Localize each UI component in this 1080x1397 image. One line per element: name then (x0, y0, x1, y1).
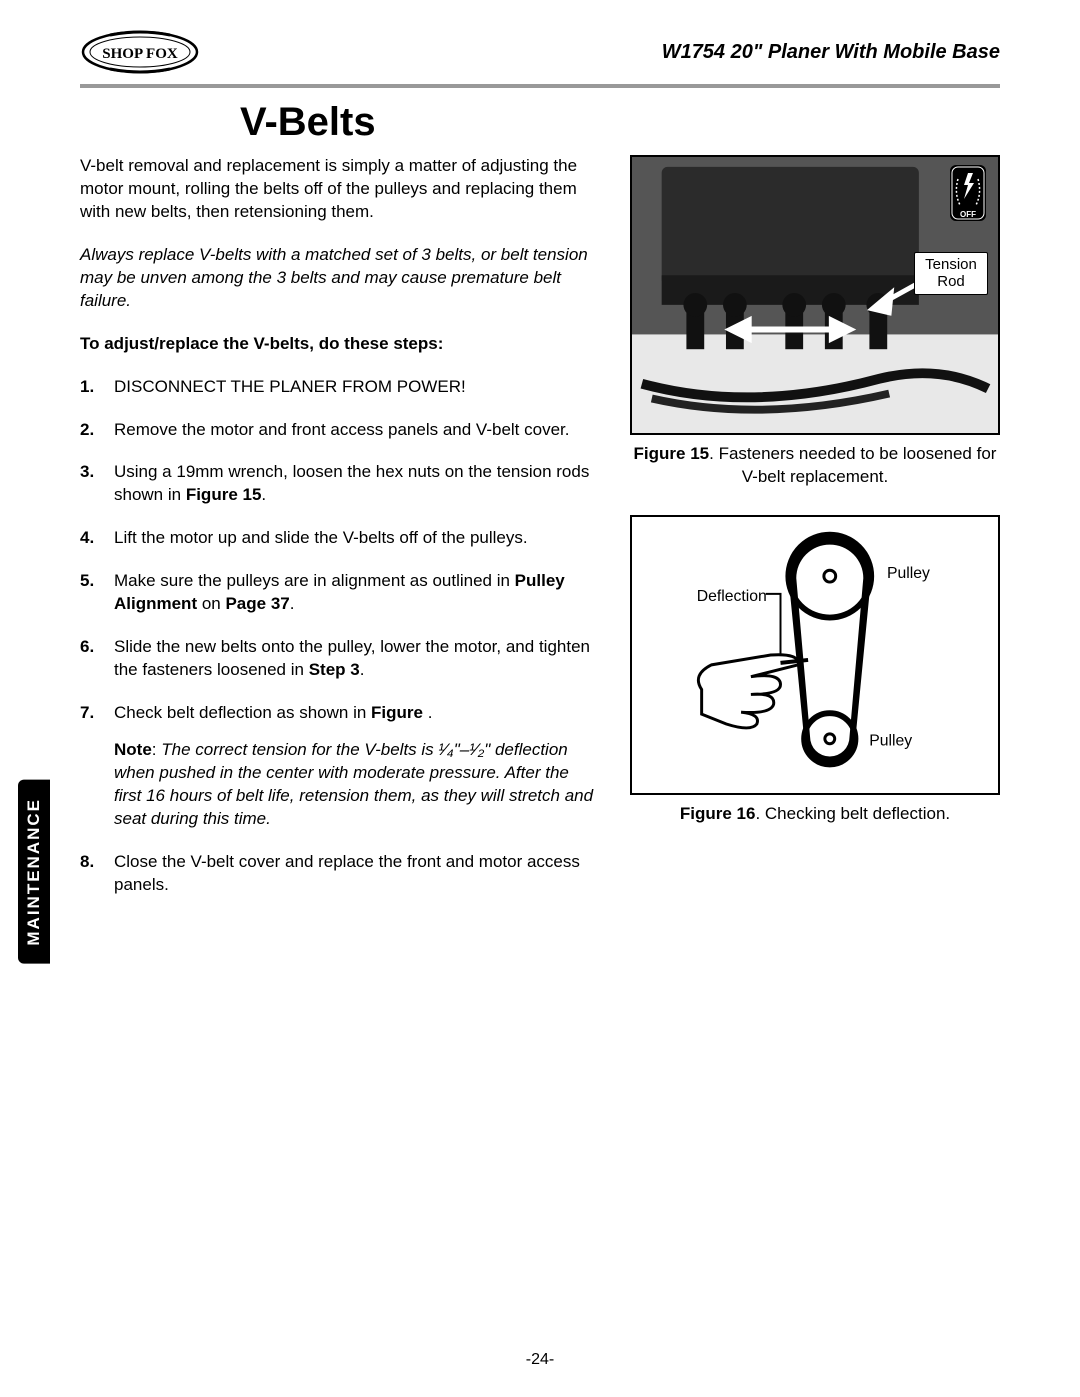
intro-para-1: V-belt removal and replacement is simply… (80, 155, 600, 224)
svg-text:Deflection: Deflection (697, 588, 767, 605)
step-4: Lift the motor up and slide the V-belts … (80, 527, 600, 550)
note-block: Note: The correct tension for the V-belt… (114, 739, 600, 831)
svg-text:SHOP FOX: SHOP FOX (102, 46, 178, 62)
step-2: Remove the motor and front access panels… (80, 419, 600, 442)
off-label: OFF (950, 210, 986, 219)
figure-16: Deflection Pulley Pulley (630, 515, 1000, 795)
power-off-icon: OFF (950, 165, 986, 221)
section-title: V-Belts (240, 100, 1000, 145)
svg-text:Pulley: Pulley (869, 733, 912, 750)
figure-15-caption: Figure 15. Fasteners needed to be loosen… (630, 443, 1000, 489)
intro-para-2: Always replace V-belts with a matched se… (80, 244, 600, 313)
section-side-tab: MAINTENANCE (18, 780, 50, 964)
steps-list: DISCONNECT THE PLANER FROM POWER! Remove… (80, 376, 600, 897)
step-3: Using a 19mm wrench, loosen the hex nuts… (80, 461, 600, 507)
step-6: Slide the new belts onto the pulley, low… (80, 636, 600, 682)
step-8: Close the V-belt cover and replace the f… (80, 851, 600, 897)
step-5: Make sure the pulleys are in alignment a… (80, 570, 600, 616)
callout-tension-rod: Tension Rod (914, 252, 988, 295)
product-title: W1754 20" Planer With Mobile Base (662, 41, 1000, 64)
step-7: Check belt deflection as shown in Figure… (80, 702, 600, 831)
page-number: -24- (0, 1351, 1080, 1369)
svg-text:Pulley: Pulley (887, 565, 930, 582)
page-header: SHOP FOX W1754 20" Planer With Mobile Ba… (80, 28, 1000, 88)
body-column: V-belt removal and replacement is simply… (80, 155, 600, 917)
steps-title: To adjust/replace the V-belts, do these … (80, 333, 600, 356)
figure-16-caption: Figure 16. Checking belt deflection. (630, 803, 1000, 826)
figure-15: OFF Tension Rod (630, 155, 1000, 435)
shopfox-logo: SHOP FOX (80, 28, 200, 76)
figures-column: OFF Tension Rod Figure 15. Fasteners nee… (630, 155, 1000, 917)
step-1: DISCONNECT THE PLANER FROM POWER! (80, 376, 600, 399)
